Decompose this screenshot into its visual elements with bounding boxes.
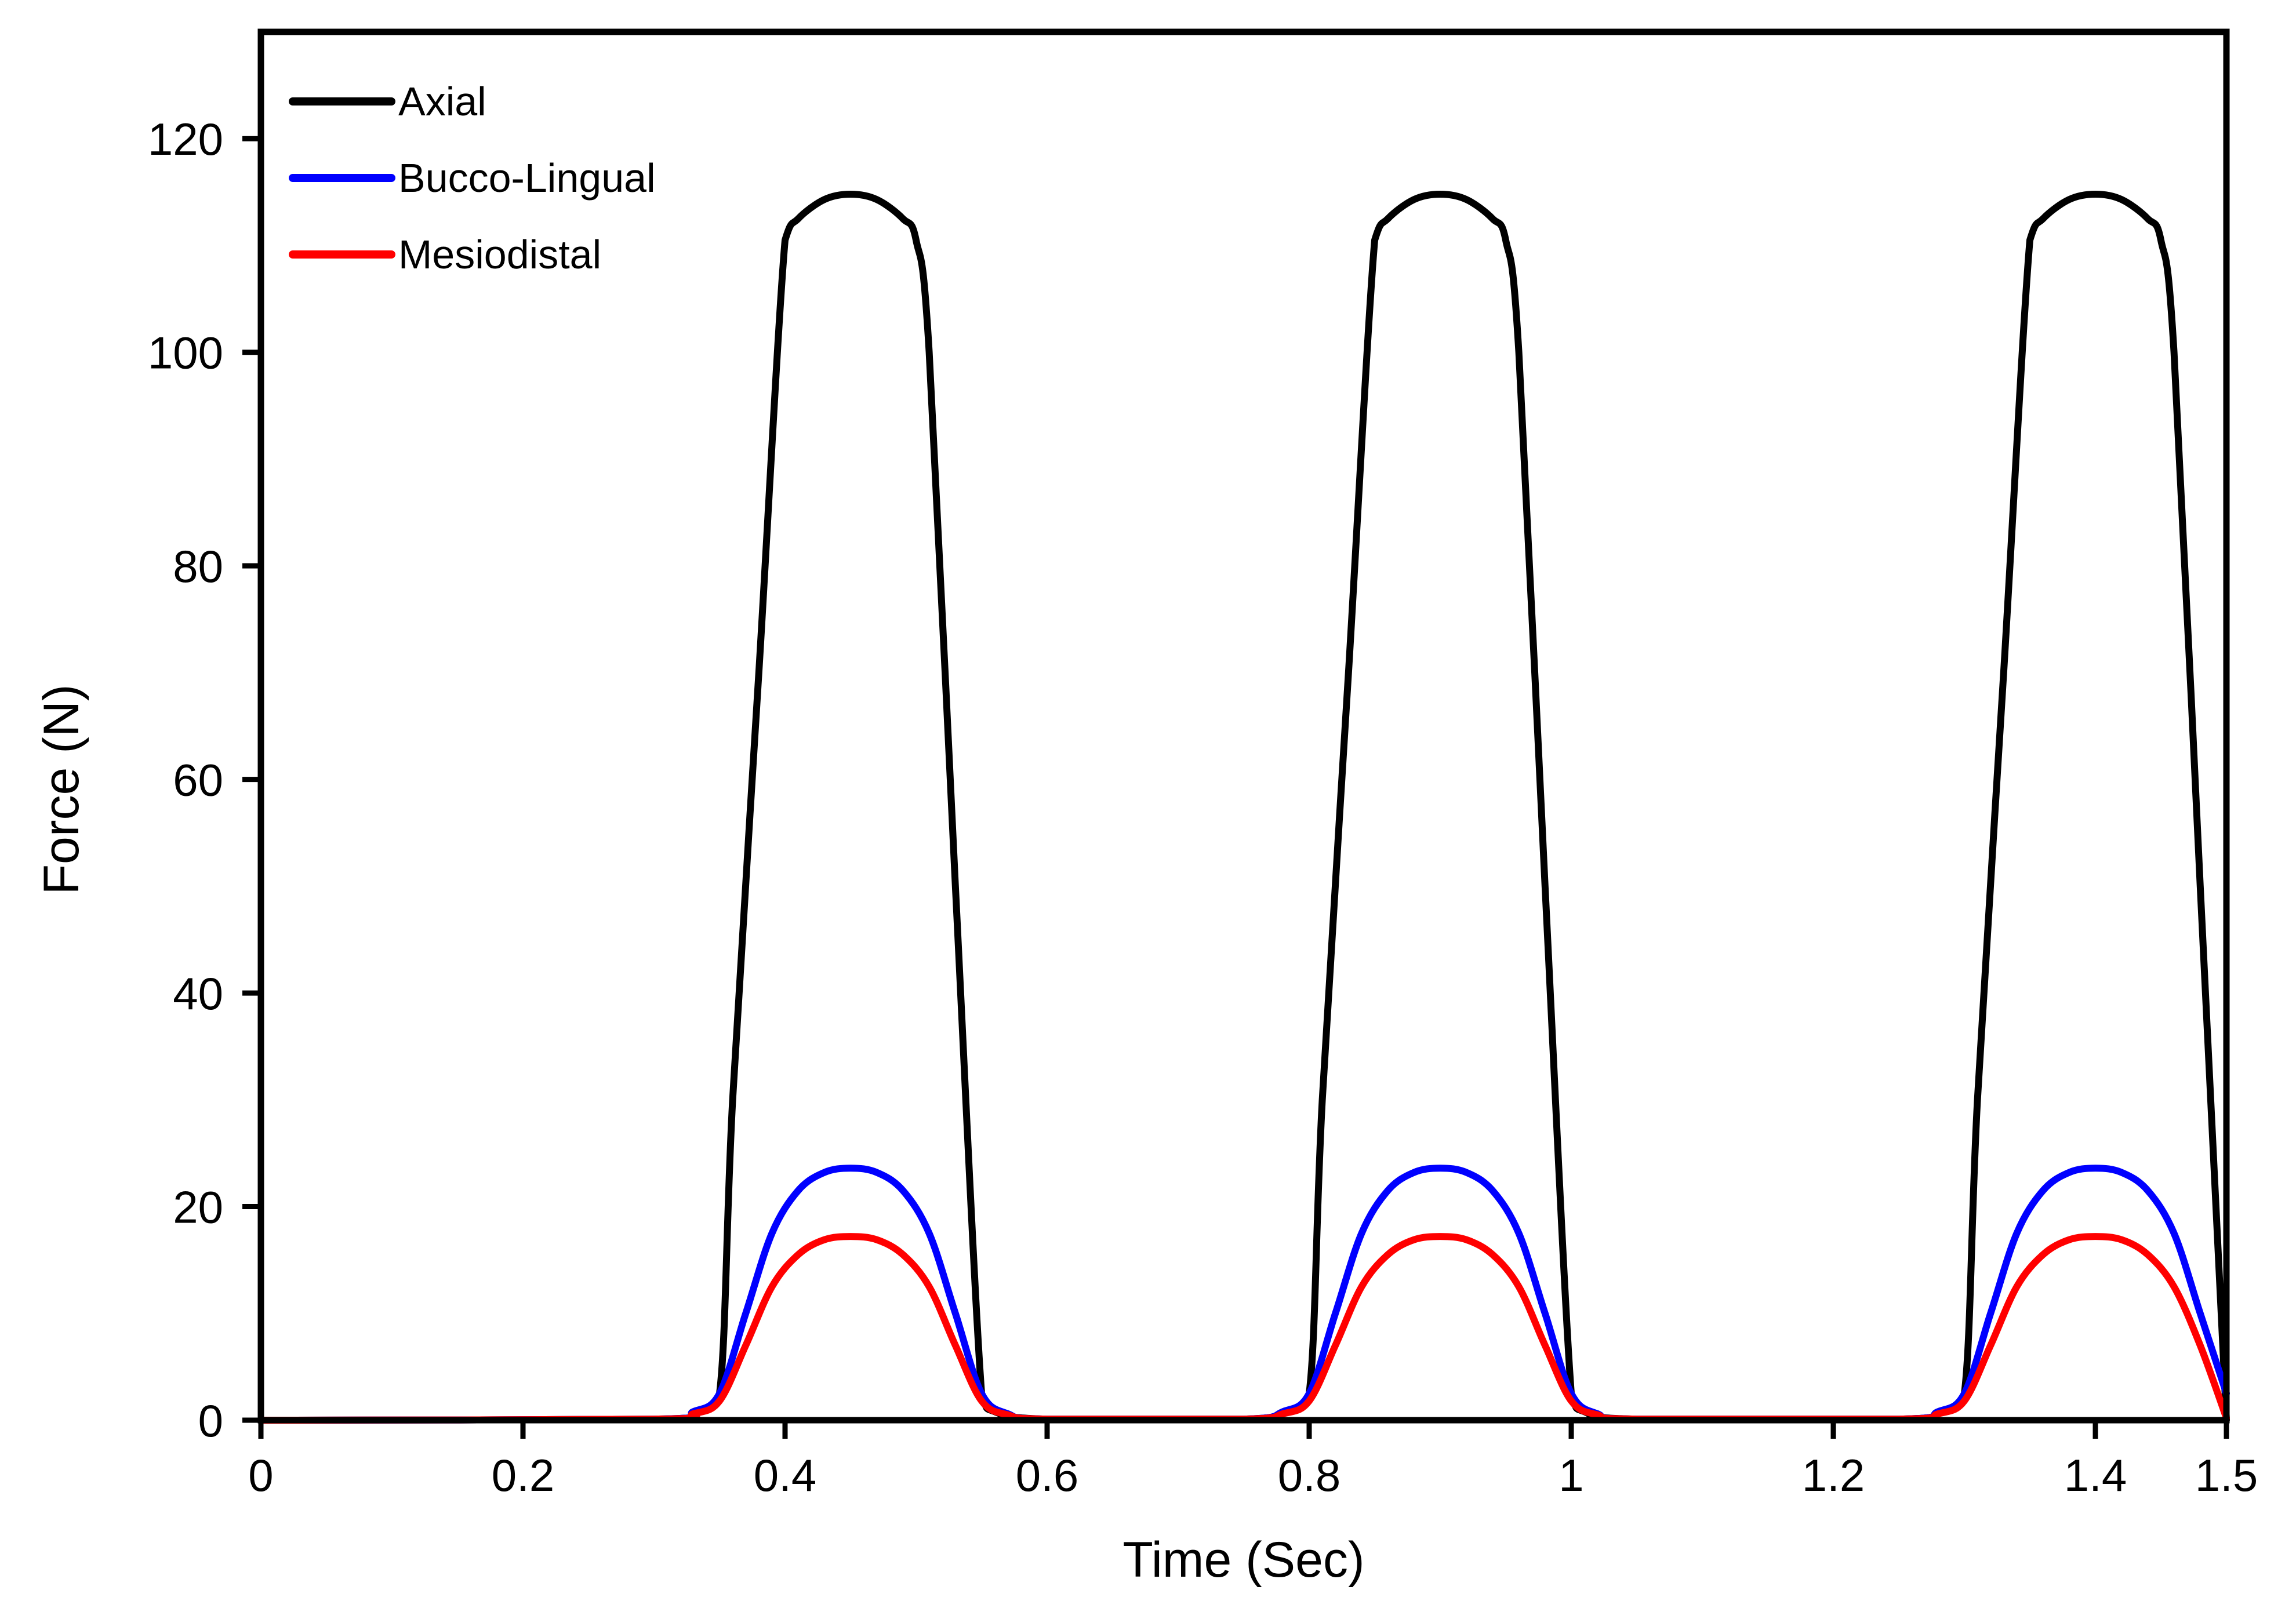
y-tick-label: 60 xyxy=(173,755,223,806)
y-axis-title: Force (N) xyxy=(34,684,89,894)
legend-label: Mesiodistal xyxy=(398,232,601,277)
x-tick-label: 0.6 xyxy=(1016,1450,1078,1501)
x-tick-label: 1.5 xyxy=(2195,1450,2258,1501)
legend-label: Bucco-Lingual xyxy=(398,155,656,201)
x-axis-title: Time (Sec) xyxy=(1122,1532,1364,1588)
y-tick-label: 80 xyxy=(173,541,223,592)
y-tick-label: 20 xyxy=(173,1182,223,1233)
x-tick-label: 1.2 xyxy=(1802,1450,1865,1501)
x-tick-label: 0 xyxy=(248,1450,273,1501)
legend: Axial Bucco-Lingual Mesiodistal xyxy=(289,79,656,277)
y-tick-label: 40 xyxy=(173,968,223,1019)
x-tick-label: 0.2 xyxy=(492,1450,554,1501)
y-axis-ticks: 0 20 40 60 80 100 120 xyxy=(148,114,261,1446)
x-tick-label: 0.8 xyxy=(1278,1450,1340,1501)
series-line-mesiodistal xyxy=(257,1233,2230,1424)
x-tick-label: 0.4 xyxy=(754,1450,816,1501)
series-layer xyxy=(257,191,2230,1424)
series-line-axial xyxy=(257,191,2230,1424)
y-tick-label: 100 xyxy=(148,328,223,379)
x-tick-label: 1.4 xyxy=(2064,1450,2127,1501)
legend-label: Axial xyxy=(398,79,486,124)
plot-area-frame xyxy=(257,28,2230,1424)
x-tick-label: 1 xyxy=(1558,1450,1583,1501)
series-line-bucco-lingual xyxy=(257,1165,2230,1424)
y-tick-label: 0 xyxy=(198,1395,223,1446)
x-axis-ticks: 0 0.2 0.4 0.6 0.8 1 1.2 1.4 1.5 xyxy=(248,1420,2258,1501)
y-tick-label: 120 xyxy=(148,114,223,165)
